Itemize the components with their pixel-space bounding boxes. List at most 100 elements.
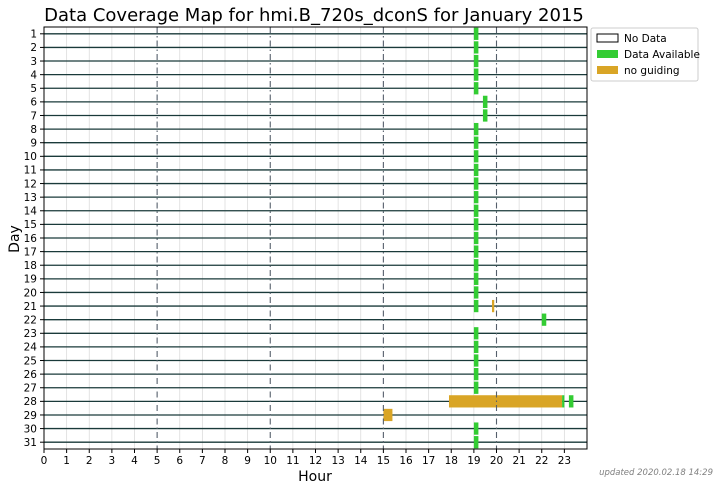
coverage-segment-available — [473, 163, 479, 177]
y-tick-label: 29 — [24, 410, 37, 422]
x-tick-label: 19 — [467, 455, 480, 467]
y-tick-label: 7 — [30, 110, 37, 122]
coverage-segment-available — [473, 231, 479, 245]
legend-swatch-noguiding — [597, 66, 618, 74]
y-tick-label: 5 — [30, 83, 37, 95]
y-tick-label: 23 — [24, 328, 37, 340]
x-tick-label: 20 — [490, 455, 503, 467]
y-tick-label: 18 — [24, 260, 37, 272]
x-tick-label: 6 — [176, 455, 183, 467]
y-tick-label: 12 — [24, 178, 37, 190]
coverage-segment-available — [473, 381, 479, 394]
x-tick-label: 5 — [154, 455, 161, 467]
coverage-segment-noguiding — [383, 408, 393, 422]
x-tick-label: 21 — [512, 455, 525, 467]
y-tick-label: 17 — [24, 246, 37, 258]
updated-timestamp: updated 2020.02.18 14:29 — [599, 468, 713, 478]
plot-area: 0 1 2 3 4 5 6 7 8 9 10 11 12 13 14 15 16 17 18 19 20 21 22 2312… — [24, 26, 588, 467]
y-tick-label: 14 — [24, 206, 38, 218]
y-axis-label: Day — [7, 225, 23, 253]
y-tick-label: 30 — [24, 423, 37, 435]
coverage-segment-available — [482, 95, 488, 108]
coverage-segment-available — [473, 299, 479, 313]
coverage-segment-available — [473, 136, 479, 149]
x-tick-label: 18 — [445, 455, 458, 467]
coverage-segment-available — [473, 436, 479, 449]
coverage-segment-available — [562, 395, 565, 408]
y-tick-label: 26 — [24, 369, 38, 381]
y-tick-label: 21 — [24, 301, 37, 313]
y-tick-label: 3 — [30, 56, 37, 68]
x-tick-label: 8 — [222, 455, 229, 467]
x-tick-label: 13 — [331, 455, 344, 467]
coverage-segment-noguiding — [448, 395, 563, 408]
coverage-segment-available — [473, 41, 479, 54]
x-tick-label: 11 — [286, 455, 299, 467]
coverage-segment-available — [568, 395, 574, 408]
y-tick-label: 10 — [24, 151, 37, 163]
x-tick-label: 10 — [264, 455, 277, 467]
coverage-segment-available — [473, 259, 479, 272]
y-tick-label: 8 — [30, 124, 37, 136]
x-tick-label: 17 — [422, 455, 435, 467]
x-tick-label: 2 — [86, 455, 93, 467]
legend-swatch-nodata — [596, 33, 619, 43]
x-tick-label: 3 — [109, 455, 116, 467]
coverage-segment-available — [473, 122, 479, 136]
x-tick-label: 0 — [41, 455, 48, 467]
x-tick-label: 15 — [377, 455, 390, 467]
coverage-segment-available — [473, 27, 479, 40]
y-tick-label: 25 — [24, 355, 37, 367]
y-tick-label: 22 — [24, 314, 37, 326]
y-tick-label: 28 — [24, 396, 37, 408]
coverage-segment-available — [473, 422, 479, 435]
y-tick-label: 2 — [30, 42, 37, 54]
x-tick-label: 23 — [558, 455, 571, 467]
x-tick-label: 9 — [244, 455, 251, 467]
legend: No Data Data Available no guiding — [590, 27, 700, 82]
coverage-segment-available — [473, 204, 479, 217]
x-tick-label: 12 — [309, 455, 322, 467]
y-tick-label: 16 — [24, 233, 38, 245]
y-tick-label: 13 — [24, 192, 37, 204]
y-tick-label: 19 — [24, 274, 37, 286]
coverage-segment-available — [473, 286, 479, 299]
legend-label-nodata: No Data — [624, 33, 667, 45]
y-tick-label: 1 — [30, 29, 37, 41]
coverage-segment-available — [473, 327, 479, 340]
x-tick-label: 7 — [199, 455, 206, 467]
y-tick-label: 15 — [24, 219, 37, 231]
coverage-segment-available — [473, 340, 479, 354]
coverage-segment-available — [482, 109, 488, 122]
legend-label-noguiding: no guiding — [624, 65, 680, 77]
coverage-segment-available — [473, 82, 479, 95]
legend-label-available: Data Available — [624, 49, 700, 61]
coverage-segment-available — [473, 218, 479, 231]
x-tick-label: 22 — [535, 455, 548, 467]
x-tick-label: 16 — [399, 455, 413, 467]
coverage-segment-noguiding — [491, 299, 495, 313]
y-tick-label: 20 — [24, 287, 37, 299]
x-tick-label: 1 — [63, 455, 70, 467]
coverage-segment-available — [473, 368, 479, 381]
legend-swatch-available — [597, 50, 618, 58]
coverage-segment-available — [473, 68, 479, 81]
coverage-segment-available — [473, 272, 479, 285]
y-tick-label: 11 — [24, 165, 37, 177]
y-tick-label: 6 — [30, 97, 37, 109]
coverage-segment-available — [473, 191, 479, 204]
x-tick-label: 4 — [131, 455, 138, 467]
coverage-segment-available — [473, 177, 479, 190]
y-tick-label: 4 — [30, 69, 37, 81]
x-axis-label: Hour — [298, 469, 332, 485]
coverage-segment-available — [541, 313, 547, 326]
y-tick-label: 31 — [24, 437, 37, 449]
y-tick-label: 27 — [24, 383, 37, 395]
coverage-segment-available — [473, 54, 479, 68]
x-tick-label: 14 — [354, 455, 368, 467]
coverage-segment-available — [473, 150, 479, 163]
chart-title: Data Coverage Map for hmi.B_720s_dconS f… — [44, 5, 584, 26]
y-tick-label: 9 — [30, 138, 37, 150]
coverage-segment-available — [473, 354, 479, 367]
